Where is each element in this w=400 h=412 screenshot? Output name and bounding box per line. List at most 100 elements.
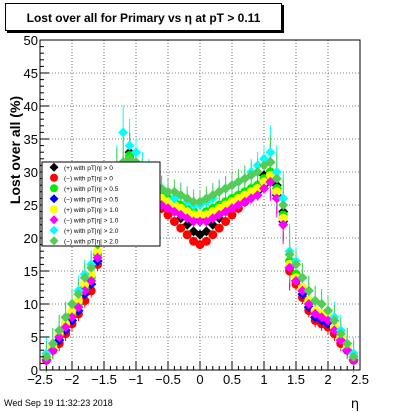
- data-point: [195, 216, 205, 227]
- data-point: [60, 312, 71, 323]
- legend-marker: [50, 173, 58, 182]
- data-point: [297, 285, 308, 296]
- data-point: [131, 147, 141, 158]
- y-tick-label: 30: [24, 165, 38, 180]
- data-point: [252, 190, 263, 201]
- data-point: [271, 173, 282, 184]
- data-point: [271, 193, 282, 204]
- legend-label: (−) with pT|η| > 0.5: [64, 196, 119, 203]
- data-point: [214, 223, 224, 233]
- timestamp-footer: Wed Sep 19 11:32:23 2018: [4, 398, 113, 408]
- data-point: [86, 262, 97, 273]
- y-tick-label: 10: [24, 297, 38, 312]
- data-point: [246, 193, 257, 204]
- data-point: [323, 305, 333, 316]
- x-tick-label: 0: [196, 372, 203, 387]
- data-point: [271, 167, 282, 177]
- data-point: [67, 299, 77, 309]
- data-point: [265, 147, 276, 158]
- data-point: [208, 230, 218, 240]
- data-point: [67, 306, 77, 316]
- data-point: [188, 196, 199, 207]
- legend-label: (−) with pT|η| > 0: [64, 175, 113, 182]
- data-point: [291, 259, 301, 270]
- y-tick-label: 15: [24, 264, 38, 279]
- data-points: [41, 127, 359, 366]
- x-tick-label: −1.5: [91, 372, 117, 387]
- legend-marker: [49, 225, 59, 235]
- y-tick-label: 50: [24, 33, 38, 48]
- x-tick-label: 1.5: [287, 372, 305, 387]
- data-point: [188, 216, 199, 227]
- data-point: [342, 338, 353, 349]
- y-tick-label: 35: [24, 132, 38, 147]
- legend-label: (−) with pT|η| > 2.0: [64, 238, 119, 245]
- x-tick-label: 0.5: [223, 372, 241, 387]
- data-point: [329, 315, 340, 326]
- data-point: [335, 328, 346, 339]
- data-point: [182, 230, 192, 240]
- data-point: [47, 338, 58, 349]
- data-point: [246, 170, 257, 181]
- data-point: [297, 272, 308, 283]
- legend-label: (+) with pT|η| > 1.0: [64, 207, 119, 214]
- data-point: [259, 183, 269, 194]
- data-point: [221, 217, 231, 226]
- legend-label: (+) with pT|η| > 2.0: [64, 228, 119, 235]
- legend-marker: [49, 215, 59, 225]
- x-tick-label: −0.5: [155, 372, 181, 387]
- page-title: Lost over all for Primary vs η at pT > 0…: [26, 11, 261, 25]
- data-point: [316, 299, 327, 309]
- data-point: [163, 186, 173, 197]
- data-point: [189, 210, 199, 220]
- y-tick-label: 25: [24, 198, 38, 213]
- x-tick-label: 2: [324, 372, 331, 387]
- data-point: [176, 223, 186, 233]
- y-axis-label: Lost over all (%): [7, 96, 23, 204]
- data-point: [278, 219, 289, 230]
- data-point: [79, 272, 90, 283]
- legend-label: (+) with pT|η| > 0: [64, 165, 113, 172]
- legend-label: (−) with pT|η| > 1.0: [64, 217, 119, 224]
- y-tick-label: 0: [31, 363, 38, 378]
- axes: −2.5 −2 −1.5 −1 −0.5 0 0.5 1 1.5 2 2.5 0 5 10 15 20 25 30…: [24, 33, 370, 387]
- data-point: [54, 332, 65, 342]
- y-tick-label: 40: [24, 99, 38, 114]
- legend-label: (+) with pT|η| > 0.5: [64, 186, 119, 193]
- data-point: [67, 312, 77, 323]
- data-point: [80, 279, 90, 289]
- data-point: [252, 167, 263, 177]
- data-point: [92, 252, 103, 263]
- data-point: [73, 289, 84, 300]
- data-point: [348, 351, 359, 362]
- data-point: [86, 269, 96, 279]
- data-point: [54, 325, 65, 336]
- data-point: [41, 351, 52, 362]
- legend-marker: [49, 194, 59, 204]
- data-point: [253, 184, 263, 193]
- legend-marker: [50, 184, 58, 193]
- data-point: [195, 210, 205, 220]
- data-point: [93, 246, 103, 256]
- y-tick-label: 5: [31, 330, 38, 345]
- data-point: [278, 193, 289, 204]
- data-point: [272, 187, 282, 197]
- legend-marker: [49, 162, 59, 172]
- y-tick-label: 20: [24, 231, 38, 246]
- x-tick-label: −2: [65, 372, 80, 387]
- title-box: Lost over all for Primary vs η at pT > 0…: [5, 3, 282, 31]
- x-tick-label: −2.5: [27, 372, 53, 387]
- data-point: [265, 170, 275, 180]
- data-point: [278, 200, 289, 210]
- legend-marker: [50, 205, 58, 214]
- x-tick-label: 1: [260, 372, 267, 387]
- data-point: [169, 217, 179, 226]
- data-point: [124, 140, 135, 151]
- data-point: [163, 210, 173, 220]
- legend: (+) with pT|η| > 0 (−) with pT|η| > 0 (+) …: [41, 161, 161, 247]
- legend-marker: [49, 236, 59, 246]
- data-point: [118, 127, 129, 138]
- data-point: [259, 177, 269, 187]
- x-axis-label: η: [351, 397, 359, 412]
